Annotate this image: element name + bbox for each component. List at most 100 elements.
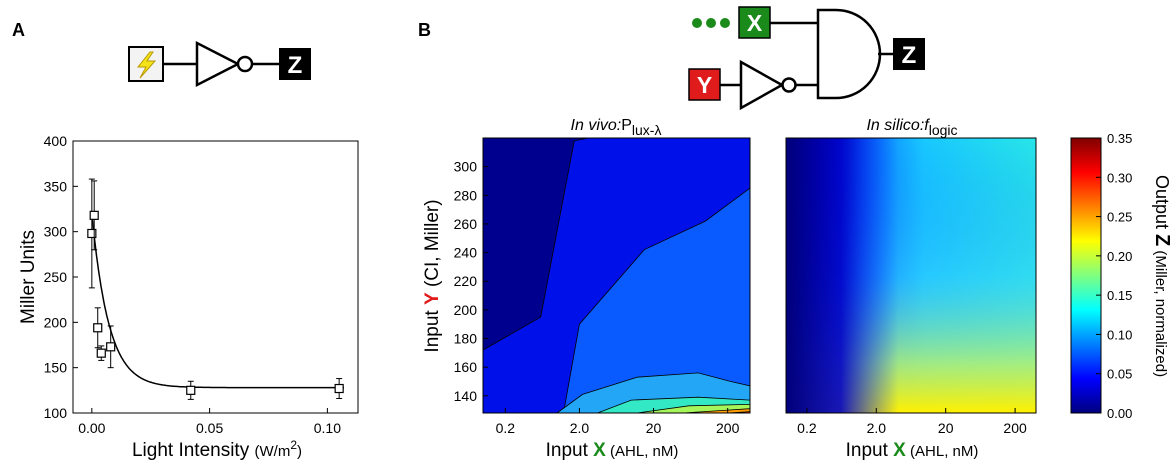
data-point [96, 345, 106, 361]
ylabel-prefix: Input [422, 305, 443, 353]
xlabel-insilico-var: X [893, 440, 906, 461]
x-tick-label: 0.2 [797, 420, 817, 436]
y-tick-label: 200 [454, 302, 478, 318]
y-tick-label: 100 [44, 405, 68, 421]
x-tick-label: 20 [646, 420, 662, 436]
chart-invivo: In vivo:Plux-λ 140 160 180 200 220 240 260 280 3… [422, 117, 751, 461]
output-z-box-b [893, 38, 925, 70]
fit-curve [91, 213, 344, 389]
dot-1 [692, 18, 702, 28]
xlabel-invivo-var: X [593, 440, 606, 461]
colorbar-tick-label: 0.15 [1107, 288, 1132, 303]
not-bubble-b [781, 77, 797, 93]
x-tick-label: 2.0 [570, 420, 590, 436]
panel-a-circuit: Z [128, 40, 311, 88]
y-tick-label: 150 [44, 360, 68, 376]
input-y-box [688, 68, 721, 101]
point-marker [334, 383, 344, 394]
xlabel-main: Light Intensity [132, 440, 255, 461]
y-tick-label: 300 [454, 159, 478, 175]
colorbar-tick-label: 0.00 [1107, 406, 1132, 421]
invivo-title-sub: lux-λ [632, 122, 662, 138]
contour-band [483, 404, 750, 413]
point-marker [87, 228, 97, 239]
heatmap-left-shade [786, 138, 1036, 413]
xlabel-insilico-units: (AHL, nM) [906, 443, 979, 460]
not-gate-b [739, 59, 785, 111]
y-tick-label: 240 [454, 245, 478, 261]
insilico-frame [785, 137, 1037, 414]
chart-a: 100 150 200 250 300 350 400 0.00 0.05 0.10 Mille… [18, 133, 359, 461]
point-marker [96, 348, 106, 358]
light-source-box [128, 46, 164, 82]
colorbar-tick-label: 0.25 [1107, 210, 1132, 225]
output-z-label-b: Z [902, 42, 917, 69]
y-tick-label: 220 [454, 273, 478, 289]
panel-a-label: A [12, 20, 25, 40]
y-tick-label: 260 [454, 216, 478, 232]
and-gate [816, 8, 882, 100]
x-tick-label: 200 [1003, 420, 1027, 436]
dot-2 [706, 18, 716, 28]
xlabel-exp: 2 [290, 438, 297, 452]
insilico-title-italic: In silico: [866, 117, 924, 134]
xlabel-insilico: Input X (AHL, nM) [846, 440, 979, 461]
panel-b-circuit: X Y Z [688, 6, 925, 111]
ylabel-units: (CI, Miller) [422, 199, 443, 292]
point-marker [106, 342, 116, 352]
chart-a-xlabel: Light Intensity (W/m2) [132, 438, 302, 461]
point-marker [93, 323, 103, 333]
output-z-box-a [279, 48, 311, 80]
lightning-icon [136, 51, 157, 79]
data-point [106, 325, 116, 369]
x-tick-label: 0.10 [314, 420, 341, 436]
xlabel-unit: (W/m [255, 443, 291, 460]
y-tick-label: 300 [44, 224, 68, 240]
data-point [93, 307, 103, 349]
xlabel-insilico-prefix: Input [846, 440, 894, 461]
data-point [334, 378, 344, 399]
contour-band [563, 187, 750, 413]
input-x-label: X [747, 10, 763, 36]
colorbar-tick-label: 0.30 [1107, 170, 1132, 185]
invivo-title-main: P [621, 117, 632, 134]
colorbar-tick-label: 0.20 [1107, 249, 1132, 264]
insilico-title: In silico:flogic [866, 117, 957, 138]
output-z-label-a: Z [288, 52, 303, 79]
colorbar-gradient [1070, 137, 1102, 414]
y-tick-label: 350 [44, 178, 68, 194]
data-point [87, 178, 97, 289]
x-tick-label: 0.00 [78, 420, 105, 436]
y-tick-label: 250 [44, 269, 68, 285]
not-bubble-a [236, 55, 254, 73]
insilico-title-sub: logic [929, 122, 958, 138]
colorbar-tick-label: 0.10 [1107, 327, 1132, 342]
xlabel-close: ) [297, 443, 302, 460]
xlabel-invivo: Input X (AHL, nM) [546, 440, 679, 461]
point-marker [89, 210, 99, 220]
y-tick-label: 280 [454, 187, 478, 203]
panel-b-label: B [418, 20, 431, 40]
x-tick-label: 200 [716, 420, 740, 436]
insilico-title-f: f [924, 117, 930, 134]
cbar-label-units: (Miller, normalized) [1152, 246, 1169, 377]
ylabel-b: Input Y (CI, Miller) [422, 199, 443, 352]
xlabel-invivo-prefix: Input [546, 440, 594, 461]
y-tick-label: 200 [44, 314, 68, 330]
colorbar-tick-label: 0.05 [1107, 367, 1132, 382]
chart-a-frame [72, 140, 359, 414]
invivo-frame [482, 137, 751, 414]
colorbar-label: Output Z (Miller, normalized) [1151, 175, 1172, 377]
colorbar: 0.00 0.05 0.10 0.15 0.20 0.25 0.30 0.35 Output … [1070, 131, 1172, 421]
x-tick-label: 0.2 [496, 420, 516, 436]
x-tick-label: 2.0 [867, 420, 887, 436]
ylabel-var: Y [422, 292, 443, 305]
chart-insilico: In silico:flogic 0.2 2.0 20 200 Input X (AH… [785, 117, 1037, 461]
invivo-title-italic: In vivo: [571, 117, 622, 134]
invivo-title: In vivo:Plux-λ [571, 117, 662, 138]
y-tick-label: 140 [454, 388, 478, 404]
cbar-label-prefix: Output [1152, 175, 1172, 234]
not-gate-a [195, 40, 241, 88]
data-point [89, 180, 99, 251]
